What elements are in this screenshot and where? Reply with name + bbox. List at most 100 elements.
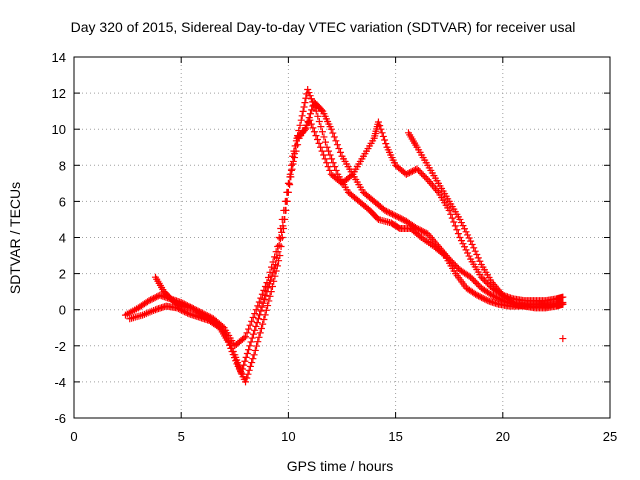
y-axis: -6 -4 -2 0 2 4 6 8 10 12 14 [52, 50, 610, 426]
data-point [306, 110, 314, 118]
data-point [490, 292, 498, 300]
y-tick-label: 0 [59, 303, 66, 318]
data-point [292, 147, 300, 155]
data-point [246, 362, 254, 370]
data-point [272, 267, 280, 275]
data-point [457, 219, 465, 227]
data-point [376, 122, 384, 130]
data-point [254, 315, 262, 323]
data-point [320, 133, 328, 141]
y-tick-label: 10 [52, 122, 66, 137]
y-tick-label: 6 [59, 194, 66, 209]
data-point [384, 208, 392, 216]
y-tick-label: -4 [54, 375, 66, 390]
data-point [332, 137, 340, 145]
data-point [456, 234, 464, 241]
x-axis: 0 5 10 15 20 25 [70, 57, 617, 444]
data-point [257, 294, 265, 302]
data-point [336, 148, 344, 156]
data-point [407, 168, 415, 176]
data-point [259, 299, 267, 307]
data-point [480, 276, 488, 284]
data-point [473, 251, 481, 259]
data-point [268, 282, 276, 290]
data-point [325, 147, 333, 155]
data-point [393, 213, 401, 221]
data-point [559, 293, 567, 301]
data-point [202, 311, 210, 319]
data-point [298, 112, 306, 120]
data-point [269, 258, 277, 266]
data-point [246, 342, 254, 350]
data-point [448, 258, 456, 266]
series-track-3 [151, 116, 567, 350]
data-point [249, 313, 257, 321]
data-point [266, 292, 274, 300]
data-point [415, 166, 423, 174]
data-point [445, 206, 453, 214]
data-point [257, 307, 265, 315]
data-point [206, 313, 214, 321]
data-point [273, 262, 281, 270]
data-point [286, 181, 294, 189]
data-point [453, 263, 461, 271]
data-point [283, 188, 291, 196]
data-point [307, 120, 315, 128]
data-point [255, 333, 263, 341]
y-tick-label: -2 [54, 339, 66, 354]
data-point [453, 226, 461, 234]
data-point [321, 155, 329, 163]
data-point [470, 276, 478, 284]
data-point [196, 308, 204, 316]
data-point [249, 330, 257, 338]
data-point [197, 309, 205, 317]
data-point [445, 255, 453, 263]
y-tick-label: 8 [59, 158, 66, 173]
data-point [296, 121, 304, 129]
data-point [382, 207, 390, 215]
data-point [475, 292, 483, 300]
data-point [258, 290, 266, 298]
y-tick-label: -6 [54, 411, 66, 426]
data-point [310, 128, 318, 136]
data-point [254, 302, 262, 310]
data-point [261, 295, 269, 303]
data-point [252, 322, 260, 330]
series-outlier [559, 335, 567, 343]
data-point [306, 116, 314, 124]
data-point [398, 215, 406, 223]
data-point [493, 294, 501, 302]
y-tick-label: 12 [52, 86, 66, 101]
data-point [347, 172, 355, 180]
data-point [482, 296, 490, 304]
data-point [280, 206, 288, 214]
x-axis-label: GPS time / hours [287, 458, 394, 474]
data-point [297, 116, 305, 124]
data-point [312, 132, 320, 140]
data-point [264, 302, 272, 310]
data-point [381, 206, 389, 214]
data-point [404, 170, 412, 178]
data-point [148, 295, 156, 303]
data-point [258, 303, 266, 311]
data-point [467, 273, 475, 281]
data-point [191, 305, 199, 313]
data-point [323, 159, 331, 167]
data-point [412, 166, 420, 174]
data-point [240, 334, 248, 342]
x-tick-label: 0 [70, 429, 77, 444]
data-point [249, 355, 257, 363]
data-point [274, 243, 282, 251]
data-point [467, 237, 475, 245]
data-point [276, 252, 284, 260]
data-point [232, 357, 240, 365]
data-point [224, 338, 232, 346]
data-point [488, 291, 496, 299]
data-point [270, 277, 278, 285]
data-point [418, 227, 426, 235]
data-point [418, 170, 426, 178]
data-point [309, 124, 317, 132]
data-point [254, 338, 262, 346]
data-point [242, 333, 250, 341]
